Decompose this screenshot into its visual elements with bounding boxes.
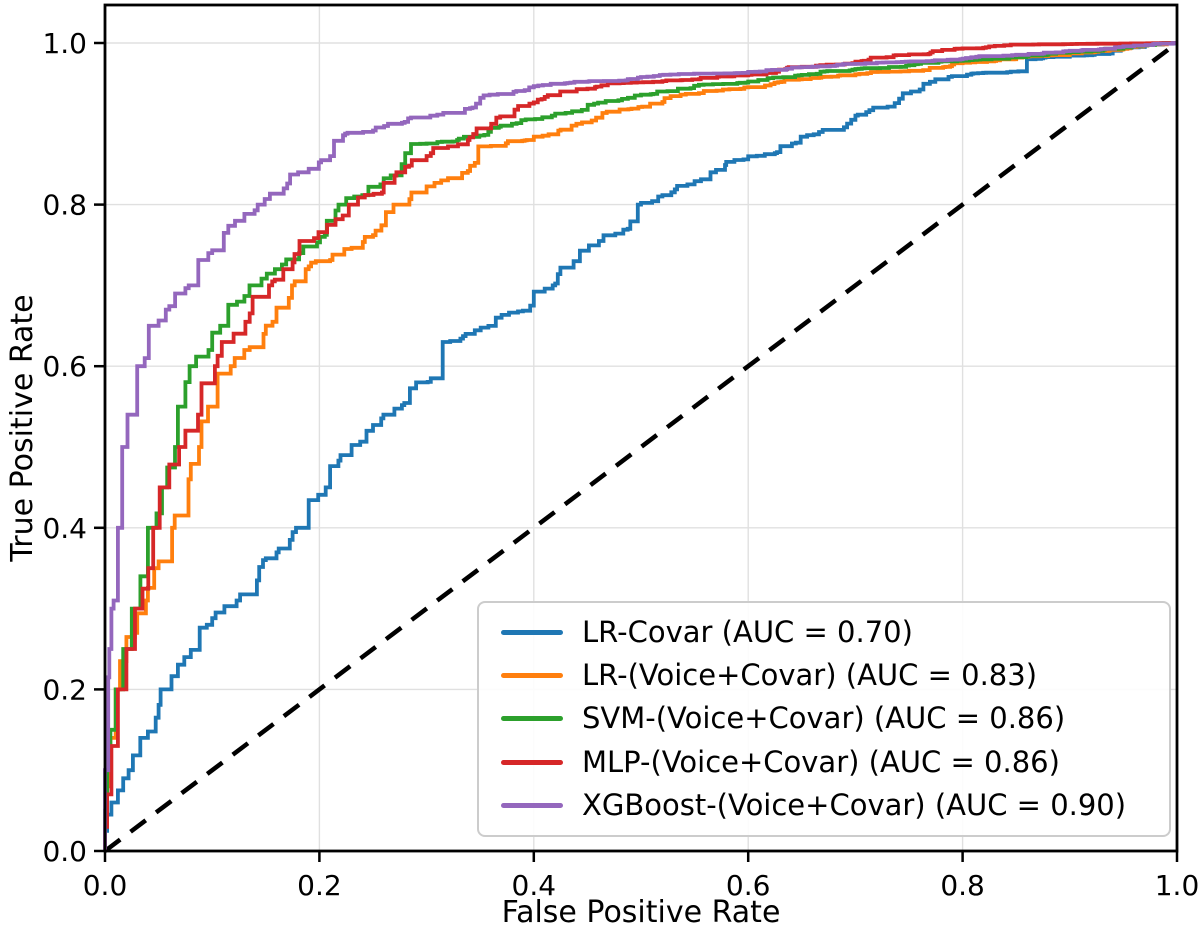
legend-line-swatch — [501, 759, 563, 765]
axes-layer — [103, 3, 1179, 853]
x-tick-label: 0.4 — [512, 869, 557, 902]
legend-label: LR-(Voice+Covar) (AUC = 0.83) — [582, 658, 1038, 693]
legend-box: LR-Covar (AUC = 0.70) LR-(Voice+Covar) (A… — [477, 601, 1171, 837]
legend-line-swatch — [501, 716, 563, 722]
roc-curve-lr-covar — [103, 41, 1177, 851]
x-tick-label: 0.8 — [940, 869, 985, 902]
x-tick-label: 0.0 — [83, 869, 128, 902]
legend-item: XGBoost-(Voice+Covar) (AUC = 0.90) — [501, 787, 1159, 822]
roc-curve-mlp-voice-covar- — [103, 41, 1177, 851]
legend-line-swatch — [501, 630, 563, 636]
legend-label: LR-Covar (AUC = 0.70) — [582, 615, 913, 650]
plot-spines — [103, 3, 1179, 853]
y-tick-label: 0.4 — [42, 512, 87, 545]
legend-item: MLP-(Voice+Covar) (AUC = 0.86) — [501, 744, 1159, 779]
roc-curve-svm-voice-covar- — [103, 41, 1177, 851]
y-tick-label: 0.0 — [42, 835, 87, 868]
y-tick-label: 1.0 — [42, 27, 87, 60]
legend-line-swatch — [501, 802, 563, 808]
legend-label: XGBoost-(Voice+Covar) (AUC = 0.90) — [582, 787, 1127, 822]
roc-curve-xgboost-voice-covar- — [103, 41, 1177, 851]
legend-item: LR-(Voice+Covar) (AUC = 0.83) — [501, 661, 1159, 690]
x-tick-label: 0.2 — [297, 869, 342, 902]
legend-line-swatch — [501, 673, 563, 679]
x-tick-label: 0.6 — [726, 869, 771, 902]
y-tick-label: 0.8 — [42, 189, 87, 222]
curves-layer — [103, 41, 1179, 853]
x-tick-label: 1.0 — [1155, 869, 1200, 902]
legend-label: MLP-(Voice+Covar) (AUC = 0.86) — [582, 744, 1060, 779]
y-axis-title: True Positive Rate — [5, 294, 40, 562]
legend-item: SVM-(Voice+Covar) (AUC = 0.86) — [501, 704, 1159, 733]
x-axis-title: False Positive Rate — [502, 895, 781, 930]
y-tick-label: 0.6 — [42, 350, 87, 383]
y-tick-label: 0.2 — [42, 673, 87, 706]
ticks-layer: 0.0 0.2 0.4 0.6 0.8 1.0 0.0 0.2 0.4 0.6 0.8 1.0 — [42, 27, 1199, 902]
legend-label: SVM-(Voice+Covar) (AUC = 0.86) — [582, 701, 1066, 736]
legend-item: LR-Covar (AUC = 0.70) — [501, 618, 1159, 647]
